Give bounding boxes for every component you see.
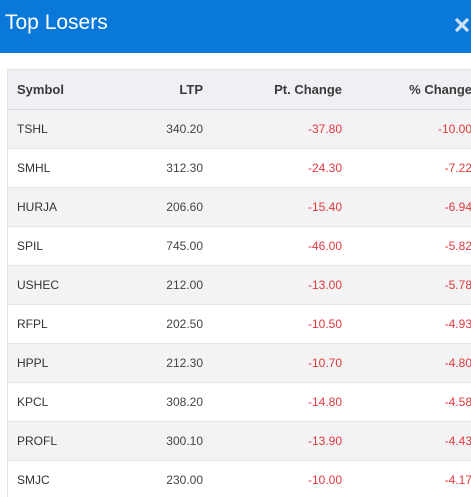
cell-pct-change: -6.94: [342, 187, 471, 227]
table-header-row: Symbol LTP Pt. Change % Change: [8, 69, 471, 110]
column-header-pct-change[interactable]: % Change: [342, 69, 471, 110]
column-header-symbol[interactable]: Symbol: [8, 69, 127, 110]
table-row[interactable]: KPCL 308.20 -14.80 -4.58: [8, 382, 471, 422]
table-row[interactable]: SPIL 745.00 -46.00 -5.82: [8, 226, 471, 266]
cell-symbol[interactable]: TSHL: [8, 109, 127, 149]
cell-pt-change: -13.90: [203, 421, 342, 461]
cell-pt-change: -37.80: [203, 109, 342, 149]
cell-pt-change: -13.00: [203, 265, 342, 305]
cell-ltp: 212.30: [127, 343, 203, 383]
losers-table-container: Symbol LTP Pt. Change % Change TSHL 340.…: [7, 69, 471, 497]
table-row[interactable]: PROFL 300.10 -13.90 -4.43: [8, 421, 471, 461]
cell-ltp: 202.50: [127, 304, 203, 344]
table-row[interactable]: HPPL 212.30 -10.70 -4.80: [8, 343, 471, 383]
cell-pct-change: -4.93: [342, 304, 471, 344]
cell-symbol[interactable]: KPCL: [8, 382, 127, 422]
cell-pt-change: -15.40: [203, 187, 342, 227]
cell-pct-change: -5.78: [342, 265, 471, 305]
cell-symbol[interactable]: USHEC: [8, 265, 127, 305]
cell-pct-change: -7.22: [342, 148, 471, 188]
cell-pct-change: -4.43: [342, 421, 471, 461]
cell-symbol[interactable]: HPPL: [8, 343, 127, 383]
close-button[interactable]: [453, 16, 471, 34]
losers-table: Symbol LTP Pt. Change % Change TSHL 340.…: [8, 69, 471, 497]
table-row[interactable]: RFPL 202.50 -10.50 -4.93: [8, 304, 471, 344]
cell-pt-change: -10.50: [203, 304, 342, 344]
cell-ltp: 206.60: [127, 187, 203, 227]
cell-pt-change: -10.70: [203, 343, 342, 383]
cell-pct-change: -4.58: [342, 382, 471, 422]
table-row[interactable]: SMHL 312.30 -24.30 -7.22: [8, 148, 471, 188]
cell-symbol[interactable]: PROFL: [8, 421, 127, 461]
cell-ltp: 745.00: [127, 226, 203, 266]
cell-symbol[interactable]: RFPL: [8, 304, 127, 344]
cell-pct-change: -10.00: [342, 109, 471, 149]
cell-pt-change: -24.30: [203, 148, 342, 188]
table-header: Symbol LTP Pt. Change % Change: [8, 69, 471, 110]
cell-symbol[interactable]: SPIL: [8, 226, 127, 266]
table-row[interactable]: SMJC 230.00 -10.00 -4.17: [8, 460, 471, 497]
cell-pt-change: -10.00: [203, 460, 342, 497]
cell-ltp: 308.20: [127, 382, 203, 422]
cell-ltp: 230.00: [127, 460, 203, 497]
cell-pt-change: -14.80: [203, 382, 342, 422]
table-body: TSHL 340.20 -37.80 -10.00 SMHL 312.30 -2…: [8, 109, 471, 497]
modal-header: Top Losers: [0, 0, 471, 53]
cell-pct-change: -5.82: [342, 226, 471, 266]
cell-pct-change: -4.80: [342, 343, 471, 383]
close-icon: [454, 17, 470, 33]
cell-ltp: 312.30: [127, 148, 203, 188]
cell-pt-change: -46.00: [203, 226, 342, 266]
cell-symbol[interactable]: SMJC: [8, 460, 127, 497]
cell-pct-change: -4.17: [342, 460, 471, 497]
table-row[interactable]: TSHL 340.20 -37.80 -10.00: [8, 109, 471, 149]
table-row[interactable]: HURJA 206.60 -15.40 -6.94: [8, 187, 471, 227]
column-header-pt-change[interactable]: Pt. Change: [203, 69, 342, 110]
table-row[interactable]: USHEC 212.00 -13.00 -5.78: [8, 265, 471, 305]
column-header-ltp[interactable]: LTP: [127, 69, 203, 110]
cell-ltp: 300.10: [127, 421, 203, 461]
cell-symbol[interactable]: HURJA: [8, 187, 127, 227]
modal-title: Top Losers: [5, 11, 108, 34]
cell-ltp: 212.00: [127, 265, 203, 305]
cell-symbol[interactable]: SMHL: [8, 148, 127, 188]
cell-ltp: 340.20: [127, 109, 203, 149]
